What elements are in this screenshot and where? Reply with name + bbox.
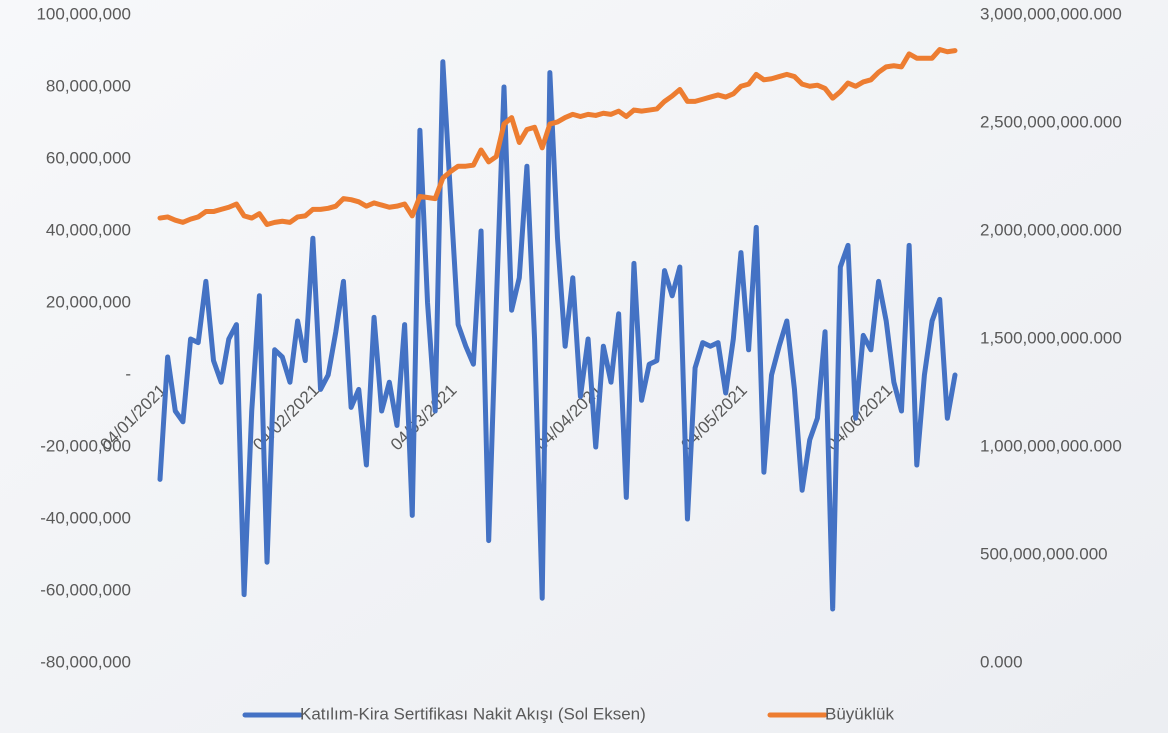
y-tick-label: -40,000,000 [40, 508, 131, 527]
y-tick-label: -80,000,000 [40, 652, 131, 671]
series-line [157, 59, 958, 612]
y2-tick-label: 2,000,000,000.000 [980, 220, 1122, 239]
legend-label: Katılım-Kira Sertifikası Nakit Akışı (So… [300, 704, 646, 723]
y-tick-label: 100,000,000 [36, 4, 131, 23]
y-tick-label: -60,000,000 [40, 580, 131, 599]
y2-tick-label: 2,500,000,000.000 [980, 112, 1122, 131]
y-tick-label: 80,000,000 [46, 76, 131, 95]
y2-tick-label: 1,000,000,000.000 [980, 436, 1122, 455]
y-tick-label: 60,000,000 [46, 148, 131, 167]
y-tick-label: 40,000,000 [46, 220, 131, 239]
y2-tick-label: 1,500,000,000.000 [980, 328, 1122, 347]
y2-tick-label: 0.000 [980, 652, 1023, 671]
y-tick-label: 20,000,000 [46, 292, 131, 311]
y2-tick-label: 500,000,000.000 [980, 544, 1108, 563]
y2-tick-label: 3,000,000,000.000 [980, 4, 1122, 23]
legend-label: Büyüklük [825, 704, 894, 723]
y-tick-label: - [125, 364, 131, 383]
y-tick-label: -20,000,000 [40, 436, 131, 455]
series-line [157, 47, 958, 228]
